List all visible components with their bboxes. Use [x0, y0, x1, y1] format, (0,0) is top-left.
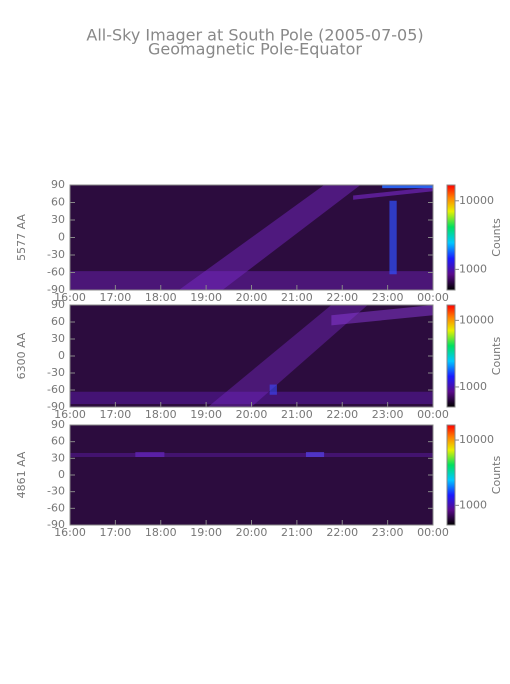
y-tick-label: 60: [51, 196, 65, 209]
x-tick-label: 00:00: [417, 408, 449, 421]
y-tick-label: 0: [58, 349, 65, 362]
heatmap-feature: [70, 391, 433, 404]
y-axis-label: 5577 AA: [15, 214, 28, 261]
y-axis-label: 6300 AA: [15, 332, 28, 379]
colorbar: [446, 184, 456, 291]
heatmap-feature: [269, 384, 277, 395]
colorbar-tick-label: 1000: [459, 380, 487, 393]
y-tick-label: -30: [47, 248, 65, 261]
x-tick-label: 23:00: [372, 408, 404, 421]
x-tick-label: 18:00: [145, 526, 177, 539]
y-tick-label: -90: [47, 283, 65, 296]
colorbar: [446, 304, 456, 408]
x-tick-label: 18:00: [145, 408, 177, 421]
chart-title: All-Sky Imager at South Pole (2005-07-05…: [86, 26, 423, 45]
x-tick-label: 16:00: [54, 408, 86, 421]
colorbar-tick-label: 10000: [459, 194, 494, 207]
x-tick-label: 23:00: [372, 291, 404, 304]
y-tick-label: 0: [58, 468, 65, 481]
x-tick-label: 21:00: [281, 291, 313, 304]
x-tick-label: 20:00: [236, 526, 268, 539]
x-tick-label: 16:00: [54, 526, 86, 539]
y-tick-label: -30: [47, 366, 65, 379]
x-tick-label: 20:00: [236, 408, 268, 421]
colorbar-tick-label: 10000: [459, 313, 494, 326]
colorbar: [446, 424, 456, 526]
colorbar-tick-label: 10000: [459, 433, 494, 446]
y-tick-label: 30: [51, 451, 65, 464]
x-tick-label: 17:00: [100, 526, 132, 539]
colorbar-tick-label: 1000: [459, 262, 487, 275]
x-tick-label: 19:00: [190, 408, 222, 421]
y-tick-label: -90: [47, 400, 65, 413]
heatmap-image: [70, 425, 433, 525]
x-tick-label: 19:00: [190, 291, 222, 304]
y-tick-label: 60: [51, 315, 65, 328]
x-tick-label: 23:00: [372, 526, 404, 539]
y-tick-label: -60: [47, 266, 65, 279]
heatmap-feature: [389, 200, 397, 275]
x-tick-label: 17:00: [100, 291, 132, 304]
heatmap-feature: [207, 305, 368, 407]
heatmap-feature: [178, 185, 361, 290]
y-tick-label: -60: [47, 383, 65, 396]
y-tick-label: -30: [47, 485, 65, 498]
x-tick-label: 00:00: [417, 526, 449, 539]
y-tick-label: 30: [51, 332, 65, 345]
colorbar-label: Counts: [490, 337, 503, 376]
heatmap-feature: [305, 452, 325, 457]
y-tick-label: 30: [51, 213, 65, 226]
y-tick-label: 60: [51, 435, 65, 448]
heatmap-feature: [353, 187, 433, 200]
y-tick-label: 90: [51, 298, 65, 311]
y-axis-label: 4861 AA: [15, 451, 28, 498]
chart-subtitle: Geomagnetic Pole-Equator: [148, 40, 362, 59]
y-tick-label: 90: [51, 418, 65, 431]
x-tick-label: 16:00: [54, 291, 86, 304]
x-tick-label: 00:00: [417, 291, 449, 304]
x-tick-label: 17:00: [100, 408, 132, 421]
x-tick-label: 18:00: [145, 291, 177, 304]
y-tick-label: 90: [51, 178, 65, 191]
x-tick-label: 20:00: [236, 291, 268, 304]
heatmap-feature: [331, 305, 433, 326]
x-tick-label: 22:00: [326, 291, 358, 304]
colorbar-label: Counts: [490, 456, 503, 495]
x-tick-label: 22:00: [326, 526, 358, 539]
heatmap-feature: [382, 185, 433, 189]
colorbar-label: Counts: [490, 218, 503, 257]
x-tick-label: 19:00: [190, 526, 222, 539]
x-tick-label: 21:00: [281, 408, 313, 421]
heatmap-feature: [135, 452, 165, 457]
x-tick-label: 21:00: [281, 526, 313, 539]
y-tick-label: -60: [47, 501, 65, 514]
heatmap-image: [70, 305, 433, 407]
colorbar-tick-label: 1000: [459, 498, 487, 511]
y-tick-label: -90: [47, 518, 65, 531]
y-tick-label: 0: [58, 231, 65, 244]
heatmap-feature: [70, 453, 433, 457]
x-tick-label: 22:00: [326, 408, 358, 421]
